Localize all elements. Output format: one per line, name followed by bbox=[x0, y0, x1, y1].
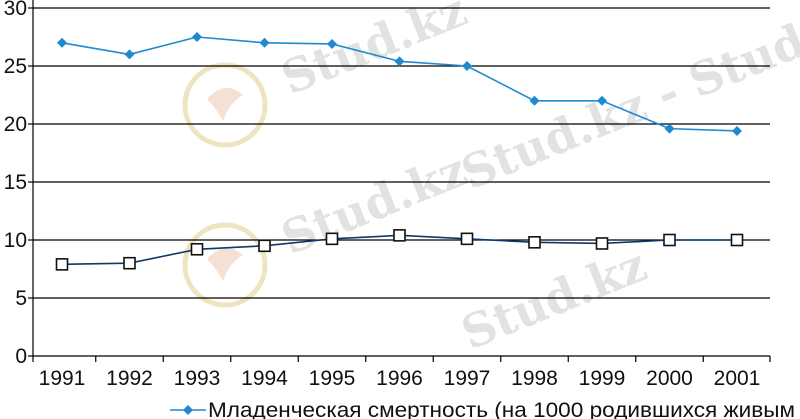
data-point bbox=[259, 37, 270, 48]
watermark-logo-ring bbox=[182, 222, 268, 308]
data-point bbox=[597, 95, 607, 106]
y-tick-label: 30 bbox=[4, 0, 27, 20]
watermark-logo bbox=[182, 62, 268, 148]
data-point bbox=[528, 236, 541, 249]
x-tick-label: 1991 bbox=[39, 367, 86, 390]
data-point bbox=[192, 32, 202, 42]
legend: Младенческая смертность (на 1000 родивши… bbox=[170, 399, 795, 419]
watermark-logo bbox=[182, 222, 268, 308]
data-point bbox=[190, 242, 204, 256]
watermark-bird-shape bbox=[207, 87, 243, 121]
data-point bbox=[460, 232, 474, 246]
x-tick-label: 1992 bbox=[106, 367, 153, 390]
watermark-text: Stud.kz bbox=[274, 0, 474, 105]
data-point bbox=[325, 232, 339, 246]
watermark-text: Stud.kz - Stud.kz bbox=[454, 0, 800, 200]
y-tick-label: 20 bbox=[4, 113, 27, 136]
data-point bbox=[394, 56, 405, 67]
watermark-text: Stud.kz bbox=[454, 237, 654, 360]
data-point bbox=[529, 95, 540, 106]
x-tick-label: 1994 bbox=[241, 367, 288, 390]
x-tick-label: 1996 bbox=[376, 367, 423, 390]
y-tick-label: 0 bbox=[15, 345, 27, 368]
y-tick-label: 5 bbox=[15, 287, 27, 310]
x-tick-label: 1998 bbox=[511, 367, 558, 390]
watermark-bird-shape bbox=[207, 247, 243, 281]
x-tick-label: 2000 bbox=[646, 367, 693, 390]
legend-label: Младенческая смертность (на 1000 родивши… bbox=[208, 399, 795, 419]
y-tick-label: 15 bbox=[4, 171, 27, 194]
data-point bbox=[123, 256, 136, 270]
y-tick-label: 10 bbox=[4, 229, 27, 252]
legend-marker bbox=[183, 405, 193, 415]
data-point bbox=[55, 258, 69, 271]
y-tick-label: 25 bbox=[4, 55, 27, 78]
axes bbox=[28, 0, 771, 362]
series-layer bbox=[55, 32, 744, 271]
data-point bbox=[393, 229, 406, 242]
data-point bbox=[124, 49, 135, 60]
y-tick-labels: 0 5 10 15 20 25 30 bbox=[4, 0, 27, 368]
data-point bbox=[57, 37, 67, 48]
x-tick-label: 1993 bbox=[174, 367, 221, 390]
data-point bbox=[664, 123, 675, 134]
data-point bbox=[462, 61, 472, 71]
data-point bbox=[327, 38, 337, 49]
data-point bbox=[732, 125, 742, 136]
data-point bbox=[730, 233, 744, 247]
x-tick-label: 1995 bbox=[309, 367, 356, 390]
x-tick-label: 2001 bbox=[714, 367, 761, 390]
data-point bbox=[258, 239, 271, 253]
x-tick-label: 1999 bbox=[579, 367, 626, 390]
watermark-logo-ring bbox=[182, 62, 268, 148]
watermark-text: Stud.kz bbox=[274, 142, 474, 265]
x-tick-labels: 1991 1992 1993 1994 1995 1996 1997 1998 1999 2000… bbox=[39, 367, 761, 390]
data-point bbox=[595, 237, 609, 250]
data-point bbox=[663, 233, 676, 247]
x-tick-label: 1997 bbox=[444, 367, 491, 390]
